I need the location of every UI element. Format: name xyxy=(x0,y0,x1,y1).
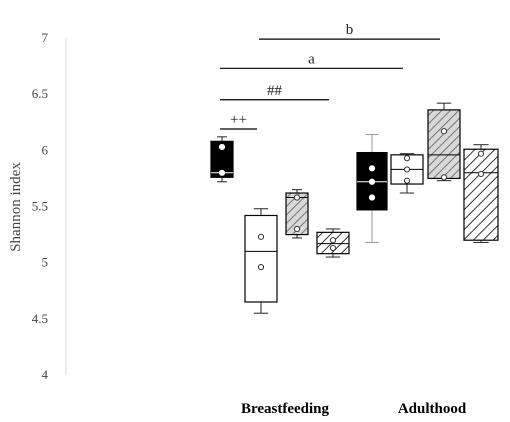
data-point xyxy=(293,225,301,233)
y-tick-label: 4 xyxy=(42,367,49,382)
significance-label: ## xyxy=(267,83,283,99)
box-2 xyxy=(244,208,278,314)
data-point xyxy=(440,128,448,135)
box-8 xyxy=(463,144,499,243)
y-tick-label: 5 xyxy=(42,255,49,270)
data-point xyxy=(293,194,301,201)
data-point xyxy=(257,264,265,271)
y-axis-label: Shannon index xyxy=(8,162,24,252)
data-point xyxy=(403,177,411,184)
data-point xyxy=(329,237,337,244)
data-point xyxy=(218,169,226,176)
box-body xyxy=(463,148,499,241)
data-point xyxy=(403,155,411,162)
y-tick-label: 6 xyxy=(42,142,49,157)
box-body xyxy=(427,109,461,180)
group-label-adulthood: Adulthood xyxy=(398,401,467,417)
box-4 xyxy=(316,228,350,258)
data-point xyxy=(403,166,411,173)
y-tick-label: 5.5 xyxy=(32,199,48,214)
y-tick-label: 7 xyxy=(42,30,49,45)
data-point xyxy=(440,174,448,181)
data-point xyxy=(368,178,376,185)
data-point xyxy=(368,194,376,201)
y-tick-label: 6.5 xyxy=(32,86,48,101)
box-3 xyxy=(285,189,309,239)
significance-label: b xyxy=(346,22,354,38)
box-6 xyxy=(390,153,424,194)
data-point xyxy=(477,150,485,157)
y-tick-label: 4.5 xyxy=(32,311,48,326)
box-7 xyxy=(427,102,461,182)
data-point xyxy=(477,170,485,178)
group-label-breastfeeding: Breastfeeding xyxy=(241,401,330,417)
box-5 xyxy=(356,134,388,243)
data-point xyxy=(368,165,376,172)
box-body xyxy=(285,192,309,236)
y-tick-labels: 4 4.5 5 5.5 6 6.5 7 xyxy=(32,30,49,382)
data-point xyxy=(329,244,337,252)
significance-annotations: ++ ## a b xyxy=(220,22,440,130)
data-point xyxy=(218,143,226,151)
data-point xyxy=(257,233,265,240)
box-1 xyxy=(210,136,234,183)
box-body xyxy=(210,140,234,178)
significance-label: a xyxy=(308,51,315,67)
significance-label: ++ xyxy=(230,112,247,128)
boxes xyxy=(210,102,499,314)
box-body xyxy=(244,214,278,303)
